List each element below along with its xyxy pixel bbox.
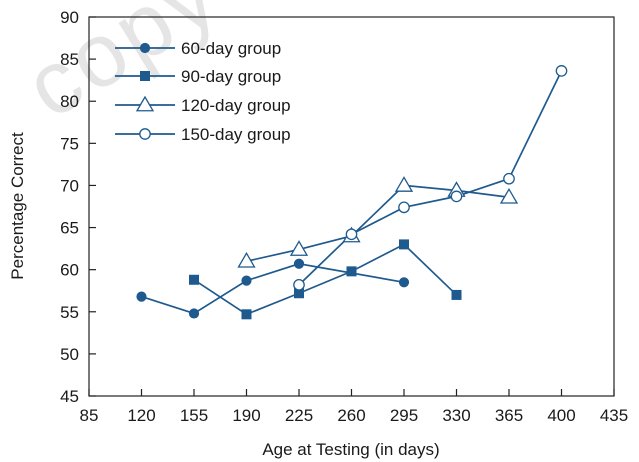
y-axis-ticks: 45 50 55 60 65 70 75 80 85 90 <box>60 8 96 406</box>
y-tick-label: 55 <box>60 303 79 322</box>
data-point-series-4 <box>293 278 305 291</box>
x-tick-label: 155 <box>180 406 208 425</box>
legend-label: 150-day group <box>181 125 291 144</box>
legend-marker <box>140 71 150 81</box>
y-tick-label: 65 <box>60 219 79 238</box>
x-tick-label: 190 <box>232 406 260 425</box>
y-tick-label: 90 <box>60 8 79 27</box>
series-line-1 <box>141 262 405 315</box>
data-point-series-1 <box>293 258 305 269</box>
data-point-series-3 <box>394 176 414 192</box>
data-point-series-4 <box>398 201 410 214</box>
x-axis-ticks: 85 120 155 190 225 260 295 330 365 400 435 <box>80 389 628 425</box>
legend-marker <box>135 95 155 112</box>
plot-frame <box>88 16 615 397</box>
data-point-series-1 <box>188 308 200 319</box>
data-point-series-2 <box>241 309 252 320</box>
x-tick-label: 260 <box>337 406 365 425</box>
data-point-series-4 <box>450 190 463 203</box>
data-point-series-4 <box>345 228 358 241</box>
data-point-series-2 <box>346 266 357 277</box>
y-tick-label: 45 <box>60 387 79 406</box>
data-point-series-1 <box>398 277 410 288</box>
y-tick-label: 70 <box>60 176 79 195</box>
x-axis-label: Age at Testing (in days) <box>262 440 439 459</box>
y-tick-label: 85 <box>60 50 79 69</box>
x-tick-label: 330 <box>442 406 470 425</box>
legend: 60-day group 90-day group 120-day group 150… <box>115 39 291 144</box>
data-point-series-3 <box>499 187 519 204</box>
series-line-2 <box>193 243 458 316</box>
data-point-series-4 <box>503 172 515 185</box>
data-point-series-2 <box>294 288 304 299</box>
y-tick-label: 80 <box>60 92 79 111</box>
y-tick-label: 50 <box>60 345 79 364</box>
data-point-series-4 <box>555 65 568 77</box>
series-markers <box>136 65 568 320</box>
y-tick-label: 60 <box>60 261 79 280</box>
data-point-series-2 <box>189 274 199 285</box>
y-tick-label: 75 <box>60 134 79 153</box>
x-tick-label: 120 <box>127 406 155 425</box>
data-point-series-3 <box>289 240 309 256</box>
legend-label: 60-day group <box>181 39 281 58</box>
x-tick-label: 225 <box>285 406 313 425</box>
data-point-series-3 <box>237 251 256 268</box>
data-point-series-2 <box>451 289 462 300</box>
x-tick-label: 295 <box>390 406 418 425</box>
legend-label: 90-day group <box>181 67 281 86</box>
x-tick-label: 85 <box>80 406 99 425</box>
series-line-4 <box>298 70 563 286</box>
x-tick-label: 365 <box>495 406 523 425</box>
data-point-series-1 <box>241 275 252 286</box>
legend-marker <box>139 42 151 54</box>
series-line-3 <box>246 184 510 263</box>
data-point-series-2 <box>399 239 409 250</box>
data-point-series-1 <box>136 291 147 302</box>
x-tick-label: 400 <box>547 406 575 425</box>
x-tick-label: 435 <box>600 406 628 425</box>
legend-label: 120-day group <box>181 96 291 115</box>
y-axis-label: Percentage Correct <box>8 132 27 280</box>
legend-marker <box>139 128 151 140</box>
